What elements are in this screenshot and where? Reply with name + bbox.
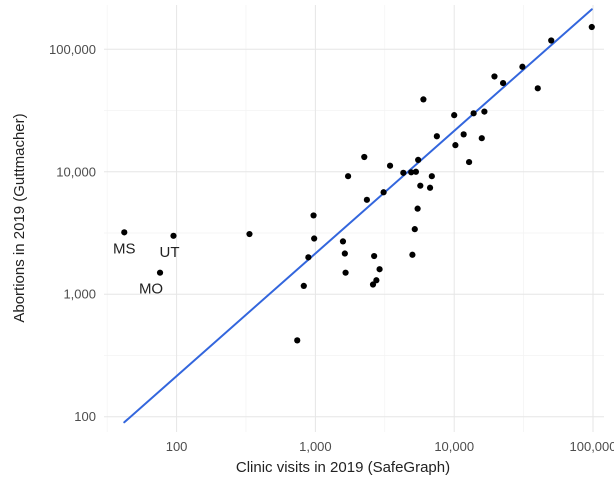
y-axis-ticks: 100 1,000 10,000 100,000	[49, 42, 96, 424]
data-point	[371, 252, 378, 260]
y-axis-title: Abortions in 2019 (Guttmacher)	[11, 113, 28, 322]
data-point	[409, 251, 416, 258]
data-point	[344, 173, 352, 180]
data-point	[305, 254, 312, 261]
data-point	[246, 230, 253, 238]
data-point	[460, 131, 467, 138]
data-point	[369, 281, 377, 288]
x-tick-label: 100	[166, 439, 188, 454]
data-point	[415, 156, 422, 163]
regression-line	[123, 8, 593, 424]
data-point	[361, 153, 368, 161]
data-point	[470, 110, 477, 117]
point-label-ms: MS	[113, 240, 136, 257]
data-point	[433, 133, 440, 140]
x-tick-label: 10,000	[434, 439, 474, 454]
data-point	[156, 269, 164, 276]
data-point	[481, 108, 488, 115]
data-points	[121, 23, 595, 344]
data-point	[170, 232, 177, 239]
data-point	[376, 266, 383, 273]
y-tick-label: 1,000	[63, 287, 96, 302]
data-point	[411, 226, 418, 233]
fit-line	[123, 8, 593, 424]
x-axis-ticks: 100 1,000 10,000 100,000	[166, 439, 614, 454]
data-point	[420, 96, 427, 103]
y-tick-label: 100,000	[49, 42, 96, 57]
data-point	[452, 142, 459, 149]
data-point	[121, 229, 128, 236]
grid	[104, 5, 604, 432]
data-point	[417, 182, 424, 189]
point-labels: MS UT MO	[113, 240, 179, 297]
x-axis-title: Clinic visits in 2019 (SafeGraph)	[236, 459, 450, 476]
data-point	[310, 212, 317, 219]
data-point	[408, 169, 415, 176]
data-point	[451, 112, 458, 119]
data-point	[373, 277, 380, 284]
data-point	[412, 168, 420, 175]
data-point	[534, 85, 541, 92]
x-tick-label: 100,000	[570, 439, 614, 454]
data-point	[465, 158, 473, 166]
y-tick-label: 100	[74, 409, 96, 424]
point-label-mo: MO	[139, 281, 163, 298]
data-point	[426, 184, 434, 191]
data-point	[342, 269, 349, 276]
data-point	[400, 169, 407, 176]
data-point	[311, 235, 318, 242]
y-tick-label: 10,000	[56, 164, 96, 179]
point-label-ut: UT	[159, 244, 179, 261]
data-point	[548, 37, 555, 44]
data-point	[300, 282, 307, 289]
data-point	[499, 79, 507, 87]
data-point	[363, 196, 370, 203]
x-tick-label: 1,000	[299, 439, 332, 454]
data-point	[478, 135, 485, 142]
data-point	[519, 63, 526, 70]
data-point	[294, 337, 301, 344]
data-point	[414, 205, 421, 212]
data-point	[380, 189, 387, 196]
data-point	[588, 23, 595, 31]
data-point	[341, 250, 348, 257]
data-point	[428, 173, 435, 180]
data-point	[386, 162, 394, 169]
data-point	[339, 238, 347, 245]
data-point	[491, 73, 498, 80]
